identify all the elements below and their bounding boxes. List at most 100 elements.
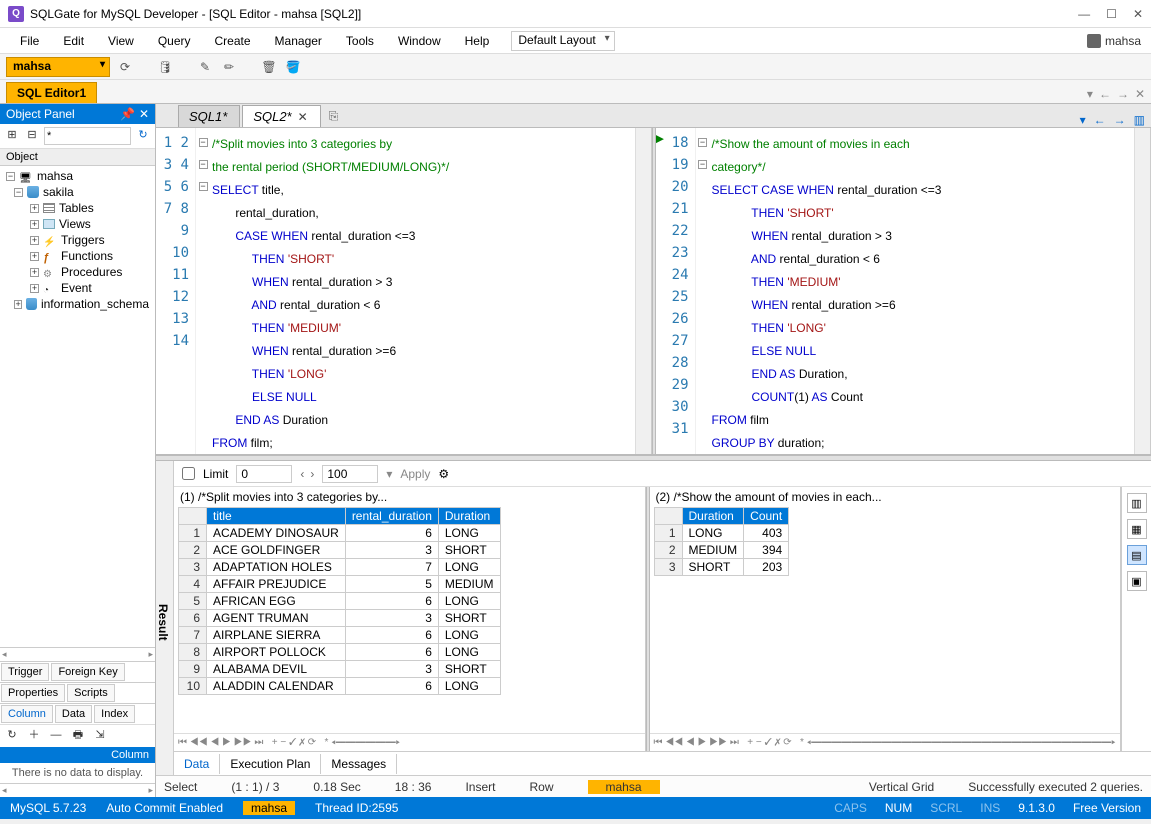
cylinder-icon[interactable]: 🛢 xyxy=(156,58,174,76)
sb-pos: (1 : 1) / 3 xyxy=(231,780,279,794)
sb-row: Row xyxy=(529,780,553,794)
prop-tab-foreign-key[interactable]: Foreign Key xyxy=(51,663,124,681)
menu-manager[interactable]: Manager xyxy=(265,31,332,51)
sb-ins: Insert xyxy=(465,780,495,794)
refresh-icon[interactable]: ⟳ xyxy=(116,58,134,76)
prop-tab-scripts[interactable]: Scripts xyxy=(67,684,115,702)
result-toolbar: Limit ‹ › ▾ Apply ⚙ xyxy=(174,461,1151,487)
limit-label: Limit xyxy=(203,467,228,481)
grid-navigator[interactable]: ⏮ ◀◀ ◀ ▶ ▶▶ ⏭ + − ✓ ✗ ⟳ * ◂━━━━━━▸ xyxy=(174,733,645,751)
menu-tools[interactable]: Tools xyxy=(336,31,384,51)
page-prev-icon[interactable]: ‹ xyxy=(300,467,304,481)
prop-tab-properties[interactable]: Properties xyxy=(1,684,65,702)
view-columns-icon[interactable]: ▥ xyxy=(1127,493,1147,513)
prop-grid-header: Column xyxy=(0,747,155,763)
view-vertical-icon[interactable]: ▤ xyxy=(1127,545,1147,565)
pin-icon[interactable]: 📌 xyxy=(120,107,135,121)
new-tab-icon[interactable]: ⎘ xyxy=(323,106,345,127)
tab-next-icon[interactable]: → xyxy=(1117,87,1129,101)
ed-split-icon[interactable]: ▥ xyxy=(1134,113,1145,127)
prop-tab-column[interactable]: Column xyxy=(1,705,53,723)
limit-to-input[interactable] xyxy=(322,465,378,483)
prop-add-icon[interactable]: ＋ xyxy=(26,728,42,744)
prop-export-icon[interactable]: ⇲ xyxy=(92,728,108,744)
document-tab[interactable]: SQL Editor1 xyxy=(6,82,97,103)
editor-area: SQL1*SQL2*✕ ⎘ ▾ ← → ▥ 1 2 3 4 5 6 7 8 9 … xyxy=(156,104,1151,797)
result-tab-data[interactable]: Data xyxy=(174,754,220,774)
prop-refresh-icon[interactable]: ↻ xyxy=(4,728,20,744)
limit-dropdown-icon[interactable]: ▾ xyxy=(386,467,392,481)
editor-pane-1[interactable]: 1 2 3 4 5 6 7 8 9 10 11 12 13 14 − − − /… xyxy=(156,128,652,454)
user-label[interactable]: mahsa xyxy=(1105,34,1141,48)
limit-from-input[interactable] xyxy=(236,465,292,483)
result-tab-execution-plan[interactable]: Execution Plan xyxy=(220,754,321,774)
limit-checkbox[interactable] xyxy=(182,467,195,480)
menu-create[interactable]: Create xyxy=(205,31,261,51)
maximize-icon[interactable]: ☐ xyxy=(1106,7,1117,21)
trash-icon[interactable]: 🗑 xyxy=(260,58,278,76)
object-tree[interactable]: −mahsa−sakila+Tables+Views+Triggers+Func… xyxy=(0,166,155,647)
database-combo[interactable]: mahsa xyxy=(6,57,110,77)
editor-pane-2[interactable]: ▶ 18 19 20 21 22 23 24 25 26 27 28 29 30… xyxy=(656,128,1151,454)
tree-item-triggers[interactable]: +Triggers xyxy=(0,232,155,248)
tree-item-procedures[interactable]: +Procedures xyxy=(0,264,155,280)
result-pane-2: (2) /*Show the amount of movies in each.… xyxy=(650,487,1122,751)
menu-query[interactable]: Query xyxy=(148,31,201,51)
menu-help[interactable]: Help xyxy=(455,31,500,51)
scrollbar[interactable] xyxy=(635,128,651,454)
editor-status-bar: Select (1 : 1) / 3 0.18 Sec 18 : 36 Inse… xyxy=(156,775,1151,797)
tree-item-functions[interactable]: +Functions xyxy=(0,248,155,264)
sb2-thread: Thread ID:2595 xyxy=(315,801,398,815)
tab-dropdown-icon[interactable]: ▾ xyxy=(1087,87,1093,101)
menu-edit[interactable]: Edit xyxy=(53,31,94,51)
sb2-autocommit: Auto Commit Enabled xyxy=(106,801,223,815)
layout-combo[interactable]: Default Layout xyxy=(511,31,614,51)
minimize-icon[interactable]: — xyxy=(1078,7,1090,21)
view-table-icon[interactable]: ▣ xyxy=(1127,571,1147,591)
result-grid-2[interactable]: DurationCount1LONG4032MEDIUM3943SHORT203 xyxy=(654,507,790,576)
menu-window[interactable]: Window xyxy=(388,31,451,51)
tree-item-sakila[interactable]: −sakila xyxy=(0,184,155,200)
expand-all-icon[interactable]: ⊞ xyxy=(4,128,20,144)
ed-dropdown-icon[interactable]: ▾ xyxy=(1080,113,1086,127)
tab-prev-icon[interactable]: ← xyxy=(1099,87,1111,101)
app-icon: Q xyxy=(8,6,24,22)
menu-file[interactable]: File xyxy=(10,31,49,51)
page-next-icon[interactable]: › xyxy=(310,467,314,481)
prop-print-icon[interactable]: 🖶 xyxy=(70,728,86,744)
ed-prev-icon[interactable]: ← xyxy=(1094,113,1106,127)
brush-icon[interactable]: ✏ xyxy=(220,58,238,76)
editor-tab[interactable]: SQL2*✕ xyxy=(242,105,320,127)
grid-navigator[interactable]: ⏮ ◀◀ ◀ ▶ ▶▶ ⏭ + − ✓ ✗ ⟳ * ◂━━━━━━━━━━━━━… xyxy=(650,733,1121,751)
close-icon[interactable]: ✕ xyxy=(1133,7,1143,21)
prop-tab-trigger[interactable]: Trigger xyxy=(1,663,49,681)
filter-input[interactable] xyxy=(44,127,131,145)
menu-view[interactable]: View xyxy=(98,31,144,51)
object-panel: Object Panel 📌 ✕ ⊞ ⊟ ↻ Object −mahsa−sak… xyxy=(0,104,156,797)
sb2-scrl: SCRL xyxy=(930,801,962,815)
apply-button[interactable]: Apply xyxy=(400,467,430,481)
tree-item-mahsa[interactable]: −mahsa xyxy=(0,168,155,184)
view-grid-icon[interactable]: ▦ xyxy=(1127,519,1147,539)
result-grid-1[interactable]: titlerental_durationDuration1ACADEMY DIN… xyxy=(178,507,501,695)
prop-tab-index[interactable]: Index xyxy=(94,705,135,723)
prop-tab-data[interactable]: Data xyxy=(55,705,92,723)
tree-item-information_schema[interactable]: +information_schema xyxy=(0,296,155,312)
result-tab-messages[interactable]: Messages xyxy=(321,754,397,774)
settings-icon[interactable]: ⚙ xyxy=(438,467,449,481)
tree-item-views[interactable]: +Views xyxy=(0,216,155,232)
prop-remove-icon[interactable]: — xyxy=(48,728,64,744)
tab-close-icon[interactable]: ✕ xyxy=(1135,87,1145,101)
editor-tab[interactable]: SQL1* xyxy=(178,105,240,127)
bucket-icon[interactable]: 🪣 xyxy=(284,58,302,76)
tree-item-event[interactable]: +Event xyxy=(0,280,155,296)
app-status-bar: MySQL 5.7.23 Auto Commit Enabled mahsa T… xyxy=(0,797,1151,819)
scrollbar[interactable] xyxy=(1134,128,1150,454)
panel-close-icon[interactable]: ✕ xyxy=(139,107,149,121)
ed-next-icon[interactable]: → xyxy=(1114,113,1126,127)
sb-mode: Select xyxy=(164,780,197,794)
reload-icon[interactable]: ↻ xyxy=(135,128,151,144)
wand-icon[interactable]: ✎ xyxy=(196,58,214,76)
collapse-all-icon[interactable]: ⊟ xyxy=(24,128,40,144)
tree-item-tables[interactable]: +Tables xyxy=(0,200,155,216)
